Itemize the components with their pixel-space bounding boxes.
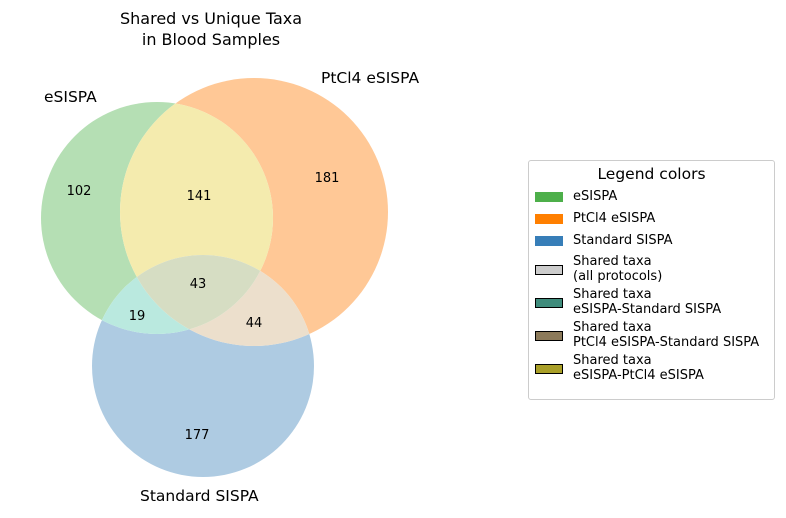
legend-swatch	[535, 264, 563, 275]
legend-swatch	[535, 363, 563, 374]
chart-title: Shared vs Unique Taxa in Blood Samples	[119, 9, 303, 49]
count-ptcl4-only: 181	[315, 171, 340, 186]
legend-label: Shared taxa eSISPA-PtCl4 eSISPA	[573, 353, 704, 383]
legend-item: Shared taxa (all protocols)	[529, 254, 774, 284]
set-label-standard: Standard SISPA	[140, 487, 259, 505]
legend-swatch	[535, 191, 563, 202]
legend-swatch	[535, 330, 563, 341]
legend-swatch	[535, 235, 563, 246]
count-esispa-standard: 19	[129, 309, 146, 324]
venn-diagram: 102 181 177 141 19 44 43	[41, 78, 388, 477]
legend-item: Shared taxa eSISPA-PtCl4 eSISPA	[529, 353, 774, 383]
legend-swatch	[535, 213, 563, 224]
legend-item: Standard SISPA	[529, 233, 774, 248]
legend-item: PtCl4 eSISPA	[529, 211, 774, 226]
legend-label: eSISPA	[573, 189, 618, 204]
legend-item: eSISPA	[529, 189, 774, 204]
count-esispa-only: 102	[67, 184, 92, 199]
count-esispa-ptcl4: 141	[187, 189, 212, 204]
set-label-ptcl4: PtCl4 eSISPA	[321, 69, 420, 87]
legend-item: Shared taxa PtCl4 eSISPA-Standard SISPA	[529, 320, 774, 350]
legend-label: PtCl4 eSISPA	[573, 211, 656, 226]
legend-item: Shared taxa eSISPA-Standard SISPA	[529, 287, 774, 317]
legend-label: Standard SISPA	[573, 233, 673, 248]
legend-swatch	[535, 297, 563, 308]
legend-label: Shared taxa PtCl4 eSISPA-Standard SISPA	[573, 320, 760, 350]
count-ptcl4-standard: 44	[246, 316, 263, 331]
set-label-esispa: eSISPA	[44, 88, 97, 106]
count-all: 43	[190, 277, 207, 292]
legend-label: Shared taxa (all protocols)	[573, 254, 663, 284]
legend-title: Legend colors	[597, 165, 706, 183]
legend-label: Shared taxa eSISPA-Standard SISPA	[573, 287, 722, 317]
legend: Legend colors eSISPA PtCl4 eSISPA Standard…	[528, 160, 775, 400]
count-standard-only: 177	[185, 428, 210, 443]
